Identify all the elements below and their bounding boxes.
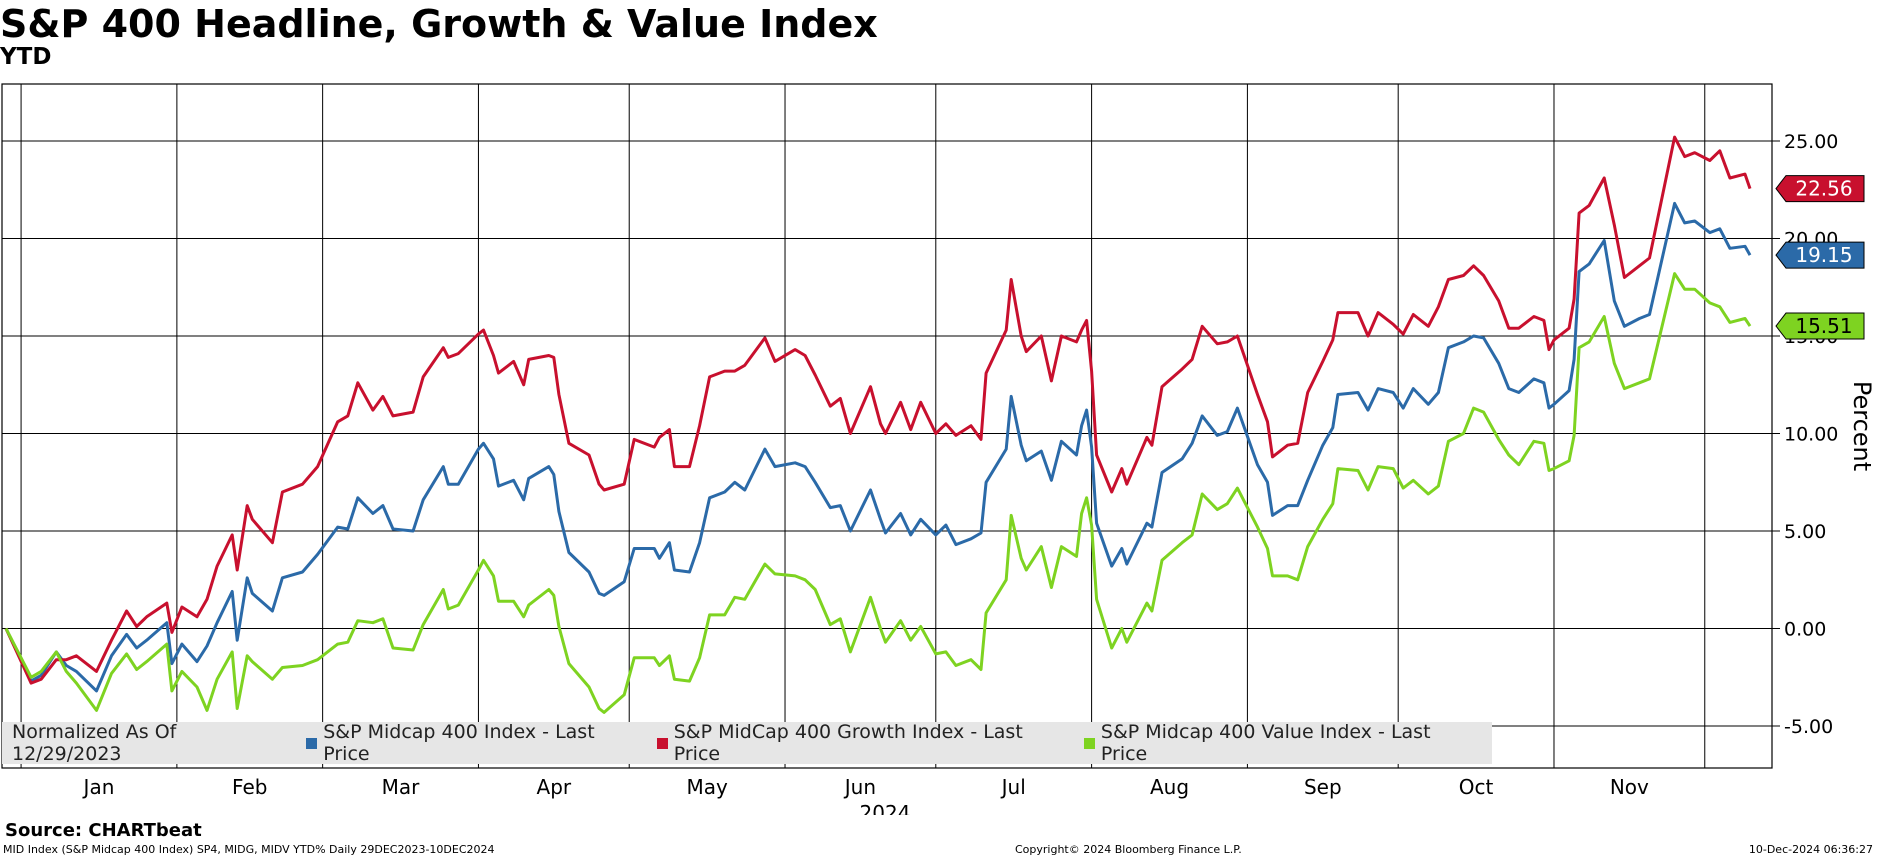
legend-item-growth[interactable]: S&P MidCap 400 Growth Index - Last Price	[656, 721, 1070, 765]
label-layer: 25.0020.0015.0010.005.000.00-5.00JanFebM…	[82, 131, 1876, 815]
legend-item-value[interactable]: S&P Midcap 400 Value Index - Last Price	[1084, 721, 1478, 765]
x-tick-label: Feb	[232, 775, 267, 799]
chart-title: S&P 400 Headline, Growth & Value Index	[0, 2, 878, 46]
y-tick-label: 0.00	[1784, 619, 1826, 641]
series-line-growth	[4, 135, 1752, 685]
last-value-tag-value: 15.51	[1775, 312, 1865, 340]
y-tick-label: -5.00	[1784, 716, 1833, 738]
legend-item-headline[interactable]: S&P Midcap 400 Index - Last Price	[306, 721, 643, 765]
x-tick-label: Sep	[1304, 775, 1342, 799]
last-value-tag-bg	[1775, 175, 1865, 203]
last-value-tag-text: 19.15	[1795, 243, 1852, 267]
legend-swatch-value	[1084, 737, 1095, 749]
x-axis-label: 2024	[860, 801, 911, 815]
legend-swatch-growth	[656, 737, 668, 749]
last-value-tag-text: 22.56	[1795, 177, 1852, 201]
x-tick-label: Apr	[537, 775, 572, 799]
last-value-tag-text: 15.51	[1795, 314, 1852, 338]
legend: Normalized As Of 12/29/2023 S&P Midcap 4…	[2, 721, 1492, 765]
last-value-tag-bg	[1775, 241, 1865, 269]
x-tick-label: Mar	[382, 775, 421, 799]
footer-timestamp: 10-Dec-2024 06:36:27	[1748, 843, 1873, 856]
x-tick-label: Jan	[82, 775, 115, 799]
x-tick-label: Nov	[1610, 775, 1649, 799]
y-tick-label: 25.00	[1784, 131, 1838, 153]
series-layer	[4, 135, 1752, 714]
x-tick-label: Aug	[1150, 775, 1189, 799]
last-value-tag-growth: 22.56	[1775, 175, 1865, 203]
footer-index-description: MID Index (S&P Midcap 400 Index) SP4, MI…	[3, 843, 495, 856]
legend-swatch-headline	[306, 737, 318, 749]
x-tick-label: Oct	[1459, 775, 1494, 799]
last-value-tag-bg	[1775, 312, 1865, 340]
y-axis-label: Percent	[1848, 381, 1876, 471]
source-note: Source: CHARTbeat	[5, 820, 202, 841]
series-line-headline	[4, 201, 1752, 693]
plot-frame	[1, 83, 1773, 769]
legend-label-value: S&P Midcap 400 Value Index - Last Price	[1100, 721, 1431, 765]
y-tick-label: 5.00	[1784, 521, 1826, 543]
legend-label-headline: S&P Midcap 400 Index - Last Price	[323, 721, 595, 765]
x-tick-label: May	[686, 775, 728, 799]
x-tick-label: Jul	[1000, 775, 1026, 799]
grid-layer	[1, 83, 1780, 769]
legend-normalized-label: Normalized As Of 12/29/2023	[12, 721, 177, 765]
x-tick-label: Jun	[843, 775, 876, 799]
footer-copyright: Copyright© 2024 Bloomberg Finance L.P.	[1015, 843, 1242, 856]
legend-label-growth: S&P MidCap 400 Growth Index - Last Price	[673, 721, 1023, 765]
chart-subtitle: YTD	[0, 44, 52, 70]
line-chart: 25.0020.0015.0010.005.000.00-5.00JanFebM…	[1, 83, 1876, 815]
series-line-value	[4, 272, 1752, 714]
y-tick-label: 10.00	[1784, 424, 1838, 446]
last-value-tag-headline: 19.15	[1775, 241, 1865, 269]
